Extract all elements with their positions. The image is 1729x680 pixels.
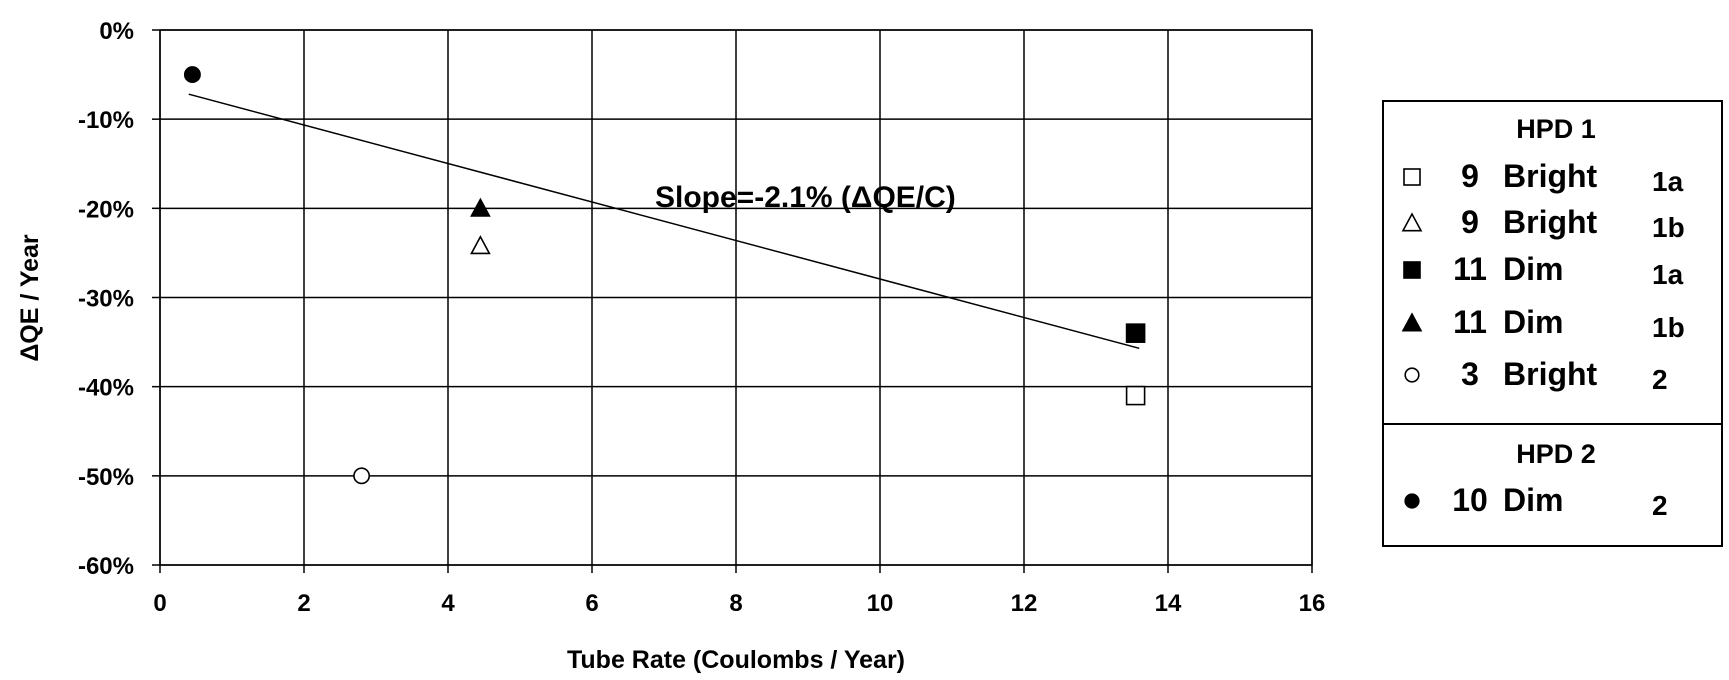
legend-entry: 10 Dim 2 [1404,482,1668,521]
legend-entry-number: 11 [1453,251,1487,287]
legend-entry-id: 2 [1652,364,1668,395]
legend-entry-number: 10 [1452,482,1488,518]
legend-entry-id: 1b [1652,212,1685,243]
y-tick-label: -20% [78,196,134,223]
legend-entry-number: 3 [1461,356,1479,392]
data-point-filled-triangle [470,197,491,217]
trend-line [188,93,1140,350]
x-tick-labels: 0 2 4 6 8 10 12 14 16 [153,565,1325,617]
x-tick-label: 8 [729,590,742,617]
legend-entry-id: 2 [1652,490,1668,521]
legend-marker-open-square [1403,168,1421,186]
legend-group-title: HPD 1 [1516,114,1596,144]
y-tick-labels: 0% -10% -20% -30% -40% -50% -60% [78,18,160,580]
y-tick-label: -10% [78,107,134,134]
x-tick-label: 6 [585,590,598,617]
legend-entry-id: 1a [1652,259,1684,290]
y-tick-label: 0% [99,18,134,45]
legend-entry: 3 Bright 2 [1404,356,1668,395]
x-tick-label: 2 [297,590,310,617]
legend: HPD 1 9 Bright 1a 9 Bright 1b 11 Dim 1a 11 Dim 1b 3 Br… [1382,100,1723,547]
legend-entry-label: Bright [1503,204,1598,240]
data-point-filled-square [1125,323,1146,343]
grid-lines [159,29,1313,566]
x-axis-label: Tube Rate (Coulombs / Year) [567,646,905,674]
data-point-filled-circle [183,66,201,84]
x-tick-label: 10 [867,590,894,617]
legend-entry: 9 Bright 1b [1401,204,1685,243]
x-tick-label: 16 [1299,590,1326,617]
legend-entry: 9 Bright 1a [1403,158,1684,197]
legend-entry-number: 9 [1461,204,1479,240]
data-points [183,66,1146,485]
legend-marker-open-triangle [1401,212,1423,232]
legend-entry-label: Bright [1503,356,1598,392]
legend-group-title: HPD 2 [1516,439,1596,469]
legend-entry-id: 1a [1652,166,1684,197]
legend-marker-filled-square [1403,261,1421,279]
legend-entry: 11 Dim 1b [1401,304,1685,343]
legend-box [1382,100,1723,547]
legend-marker-open-circle [1404,367,1420,383]
data-point-open-triangle [470,235,491,255]
y-tick-label: -30% [78,286,134,313]
y-tick-label: -50% [78,464,134,491]
legend-entry: 11 Dim 1a [1403,251,1684,290]
legend-entry-label: Dim [1503,482,1563,518]
x-tick-label: 4 [441,590,455,617]
data-point-open-circle [353,467,371,485]
legend-entry-label: Bright [1503,158,1598,194]
legend-marker-filled-circle [1404,493,1420,509]
y-tick-label: -40% [78,375,134,402]
y-tick-label: -60% [78,553,134,580]
x-tick-label: 14 [1155,590,1182,617]
slope-annotation: Slope=-2.1% (ΔQE/C) [655,181,956,214]
legend-entry-id: 1b [1652,312,1685,343]
legend-entry-label: Dim [1503,251,1563,287]
legend-marker-filled-triangle [1401,312,1423,332]
data-point-open-square [1125,385,1146,406]
legend-entry-number: 9 [1461,158,1479,194]
y-axis-label: ΔQE / Year [16,234,44,362]
x-tick-label: 0 [153,590,166,617]
legend-entry-number: 11 [1453,304,1487,340]
x-tick-label: 12 [1011,590,1038,617]
legend-entry-label: Dim [1503,304,1563,340]
